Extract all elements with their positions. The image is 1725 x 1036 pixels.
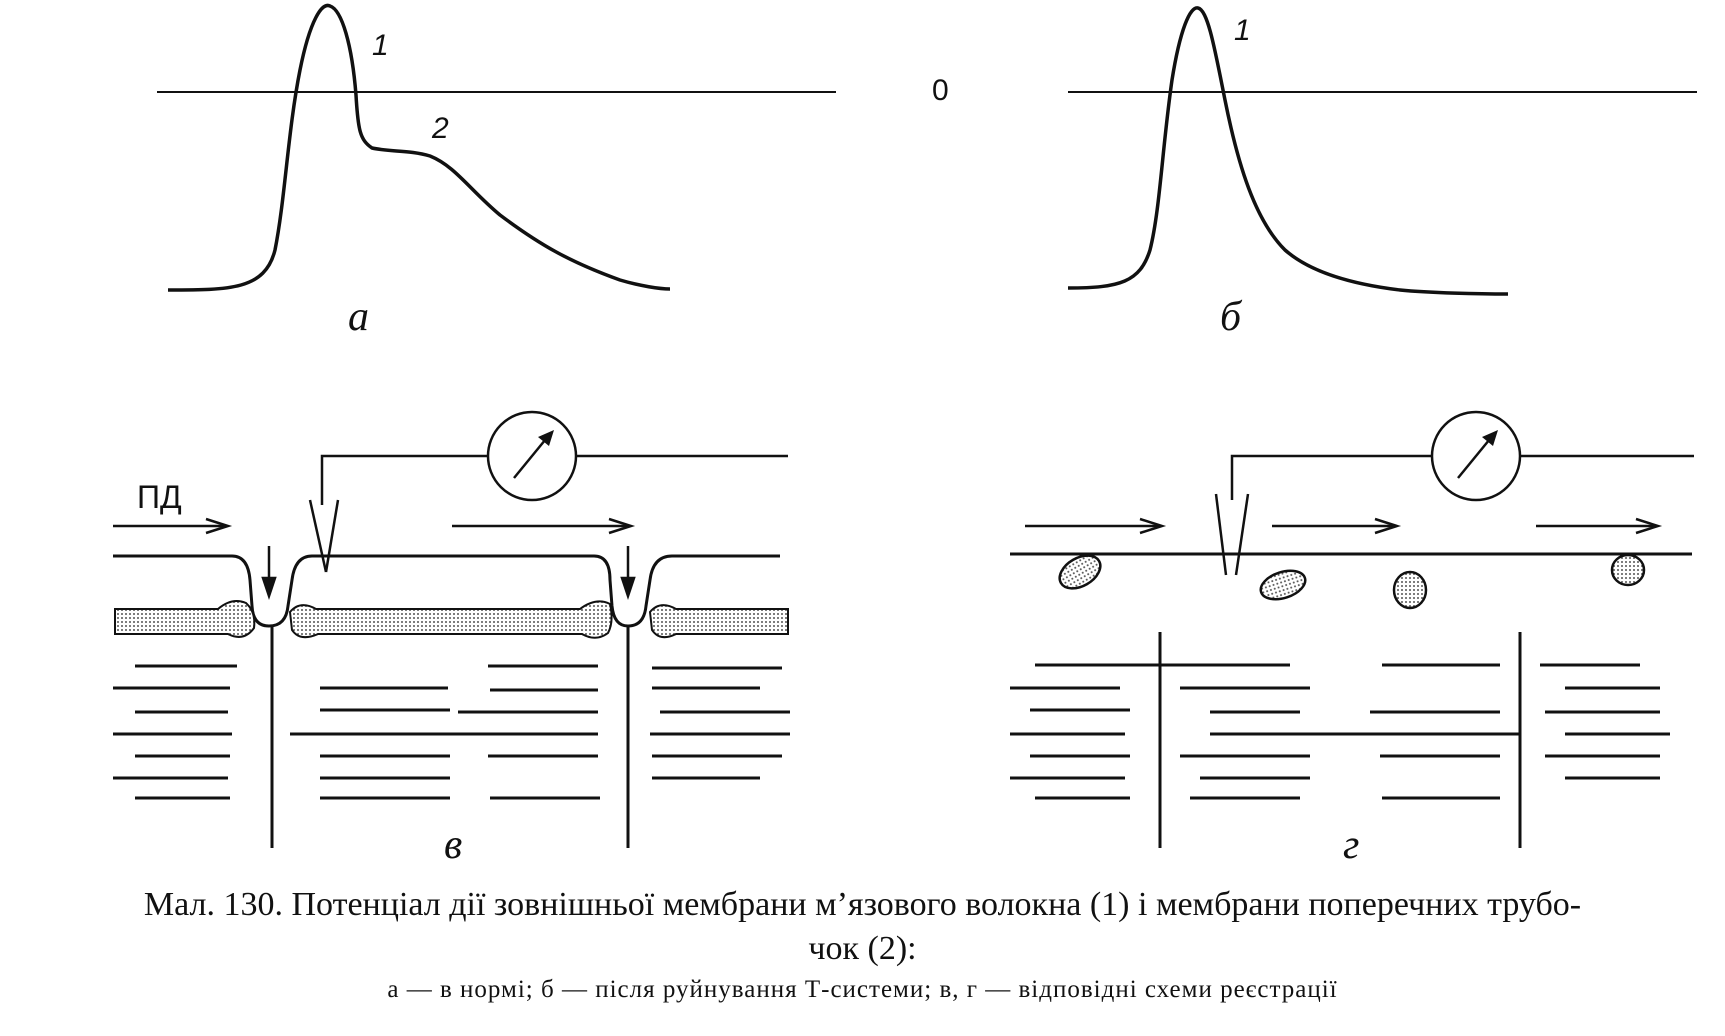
z-lines-g [1158,632,1522,848]
caption-line-2: чок (2): [808,930,917,967]
curve-label-1-a: 1 [372,29,389,62]
sarcoplasmic-reticulum-v [114,600,789,639]
panel-b-graph: 1 б [1067,6,1697,340]
t-tubules-v [270,626,630,848]
figure-diagram: 1 2 а 0 1 б ПД [113,3,1697,868]
action-potential-curve-b [1067,6,1509,296]
panel-letter-g: г [1343,822,1359,868]
pd-arrow [113,517,233,535]
panel-v-scheme: ПД [113,410,790,868]
voltmeter-g [1430,410,1522,502]
action-potential-curve-a [167,3,671,292]
zero-label: 0 [932,74,949,107]
curve-label-2-a: 2 [431,112,449,145]
voltmeter-v [486,410,578,502]
myofilaments-v [113,664,790,800]
reticulum-fragments-g [1058,553,1646,610]
panel-letter-a: а [348,294,369,340]
panel-g-scheme: г [1010,410,1694,868]
pd-label: ПД [137,479,182,515]
t-tubule-arrows-v [261,546,636,600]
myofilaments-g [1010,663,1670,800]
panel-letter-b: б [1220,294,1243,340]
propagation-arrows-g [1025,517,1663,535]
curve-label-1-b: 1 [1234,14,1251,47]
panel-a-graph: 1 2 а [157,3,836,340]
recording-circuit-g [1214,454,1694,576]
caption-line-3: а — в нормі; б — після руйнування Т-сист… [387,976,1338,1003]
caption-line-1: Мал. 130. Потенціал дії зовнішньої мембр… [143,886,1582,923]
panel-letter-v: в [444,822,462,868]
recording-circuit-v [308,454,788,573]
propagation-arrow-v [452,517,636,535]
